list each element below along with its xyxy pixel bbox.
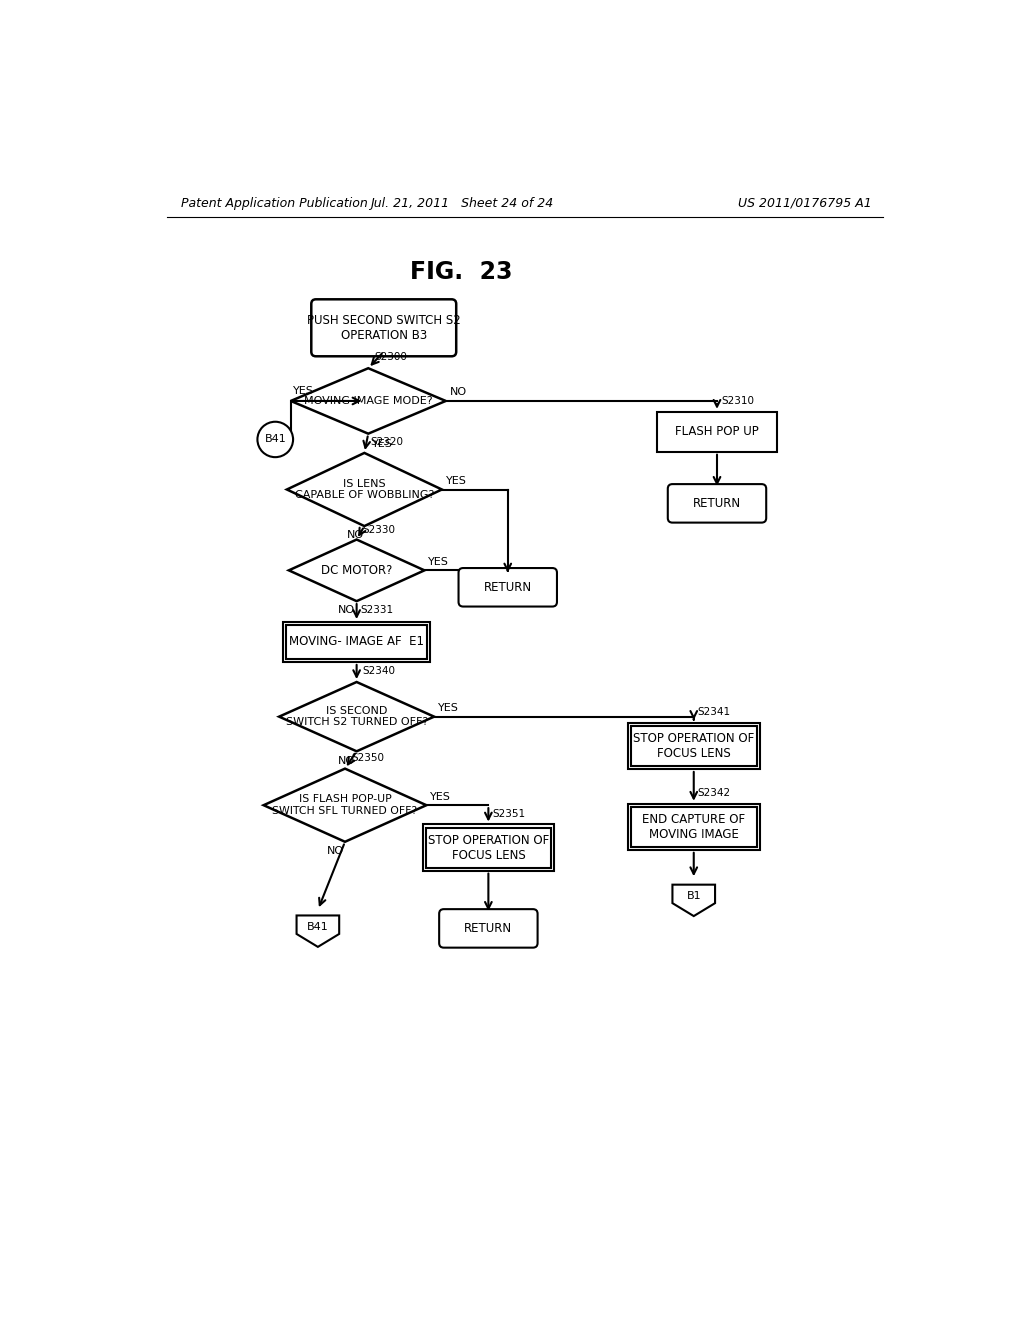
Text: YES: YES bbox=[445, 477, 467, 486]
Text: NO: NO bbox=[338, 606, 355, 615]
Text: S2330: S2330 bbox=[362, 525, 396, 536]
Bar bbox=[628, 723, 760, 770]
Text: S2342: S2342 bbox=[697, 788, 731, 797]
Text: FLASH POP UP: FLASH POP UP bbox=[675, 425, 759, 438]
Text: RETURN: RETURN bbox=[483, 581, 531, 594]
Circle shape bbox=[257, 422, 293, 457]
Text: S2350: S2350 bbox=[351, 752, 384, 763]
Text: NO: NO bbox=[327, 846, 343, 855]
Bar bbox=[426, 828, 551, 867]
Text: FIG.  23: FIG. 23 bbox=[410, 260, 512, 284]
Text: NO: NO bbox=[450, 388, 467, 397]
Text: B41: B41 bbox=[307, 921, 329, 932]
FancyBboxPatch shape bbox=[439, 909, 538, 948]
Text: S2320: S2320 bbox=[371, 437, 403, 447]
Polygon shape bbox=[280, 682, 434, 751]
Text: US 2011/0176795 A1: US 2011/0176795 A1 bbox=[738, 197, 872, 210]
Polygon shape bbox=[289, 540, 424, 601]
Text: YES: YES bbox=[293, 385, 314, 396]
Text: MOVING- IMAGE AF  E1: MOVING- IMAGE AF E1 bbox=[289, 635, 424, 648]
Text: NO: NO bbox=[347, 531, 365, 540]
Bar bbox=[631, 726, 757, 766]
Polygon shape bbox=[291, 368, 445, 434]
Text: END CAPTURE OF
MOVING IMAGE: END CAPTURE OF MOVING IMAGE bbox=[642, 813, 745, 841]
Polygon shape bbox=[263, 768, 426, 842]
Text: YES: YES bbox=[430, 792, 452, 801]
Bar bbox=[423, 825, 554, 871]
Text: S2341: S2341 bbox=[697, 708, 731, 717]
Bar bbox=[631, 807, 757, 847]
Text: PUSH SECOND SWITCH S2
OPERATION B3: PUSH SECOND SWITCH S2 OPERATION B3 bbox=[307, 314, 461, 342]
Text: S2331: S2331 bbox=[360, 606, 393, 615]
Text: Patent Application Publication: Patent Application Publication bbox=[180, 197, 368, 210]
Text: NO: NO bbox=[338, 755, 355, 766]
FancyBboxPatch shape bbox=[311, 300, 457, 356]
Bar bbox=[628, 804, 760, 850]
Text: B41: B41 bbox=[264, 434, 286, 445]
Text: IS LENS
CAPABLE OF WOBBLING?: IS LENS CAPABLE OF WOBBLING? bbox=[295, 479, 434, 500]
Text: STOP OPERATION OF
FOCUS LENS: STOP OPERATION OF FOCUS LENS bbox=[633, 731, 755, 760]
Text: YES: YES bbox=[372, 438, 393, 449]
Text: B1: B1 bbox=[686, 891, 701, 900]
FancyBboxPatch shape bbox=[668, 484, 766, 523]
Bar bbox=[286, 626, 427, 659]
Bar bbox=[657, 412, 777, 451]
Polygon shape bbox=[673, 884, 715, 916]
Text: RETURN: RETURN bbox=[693, 496, 741, 510]
Text: RETURN: RETURN bbox=[464, 921, 512, 935]
Text: S2310: S2310 bbox=[721, 396, 754, 407]
Polygon shape bbox=[297, 916, 339, 946]
Text: IS FLASH POP-UP
SWITCH SFL TURNED OFF?: IS FLASH POP-UP SWITCH SFL TURNED OFF? bbox=[272, 795, 418, 816]
Text: Jul. 21, 2011   Sheet 24 of 24: Jul. 21, 2011 Sheet 24 of 24 bbox=[370, 197, 553, 210]
Text: S2340: S2340 bbox=[362, 667, 396, 676]
Text: S2300: S2300 bbox=[375, 352, 408, 363]
Text: YES: YES bbox=[428, 557, 450, 566]
Text: MOVING IMAGE MODE?: MOVING IMAGE MODE? bbox=[304, 396, 432, 407]
Polygon shape bbox=[287, 453, 442, 527]
Text: DC MOTOR?: DC MOTOR? bbox=[321, 564, 392, 577]
FancyBboxPatch shape bbox=[459, 568, 557, 607]
Text: STOP OPERATION OF
FOCUS LENS: STOP OPERATION OF FOCUS LENS bbox=[428, 833, 549, 862]
Text: YES: YES bbox=[438, 704, 459, 713]
Bar bbox=[283, 622, 430, 663]
Text: IS SECOND
SWITCH S2 TURNED OFF?: IS SECOND SWITCH S2 TURNED OFF? bbox=[286, 706, 428, 727]
Text: S2351: S2351 bbox=[493, 809, 525, 818]
